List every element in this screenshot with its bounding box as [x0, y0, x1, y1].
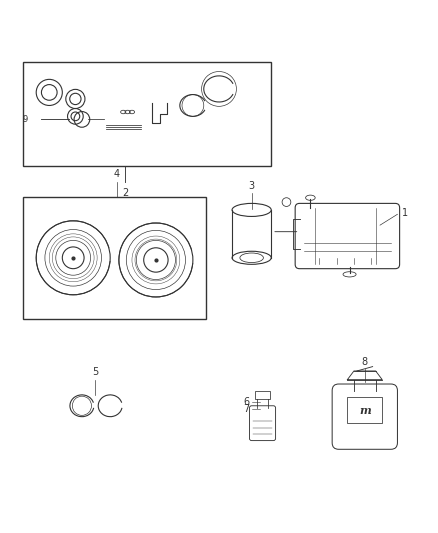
Text: 1: 1: [402, 208, 408, 219]
Text: 3: 3: [249, 181, 255, 191]
Text: m: m: [359, 405, 371, 416]
Bar: [23, 197, 206, 319]
Text: 2: 2: [122, 188, 128, 198]
Bar: [254, 391, 270, 399]
Text: 5: 5: [92, 367, 98, 377]
Text: 9: 9: [22, 115, 28, 124]
Text: 4: 4: [113, 169, 120, 180]
Text: 8: 8: [362, 357, 368, 367]
Text: 6: 6: [244, 397, 250, 407]
Text: 7: 7: [243, 404, 250, 414]
Bar: [23, 62, 271, 166]
Bar: [347, 397, 382, 423]
